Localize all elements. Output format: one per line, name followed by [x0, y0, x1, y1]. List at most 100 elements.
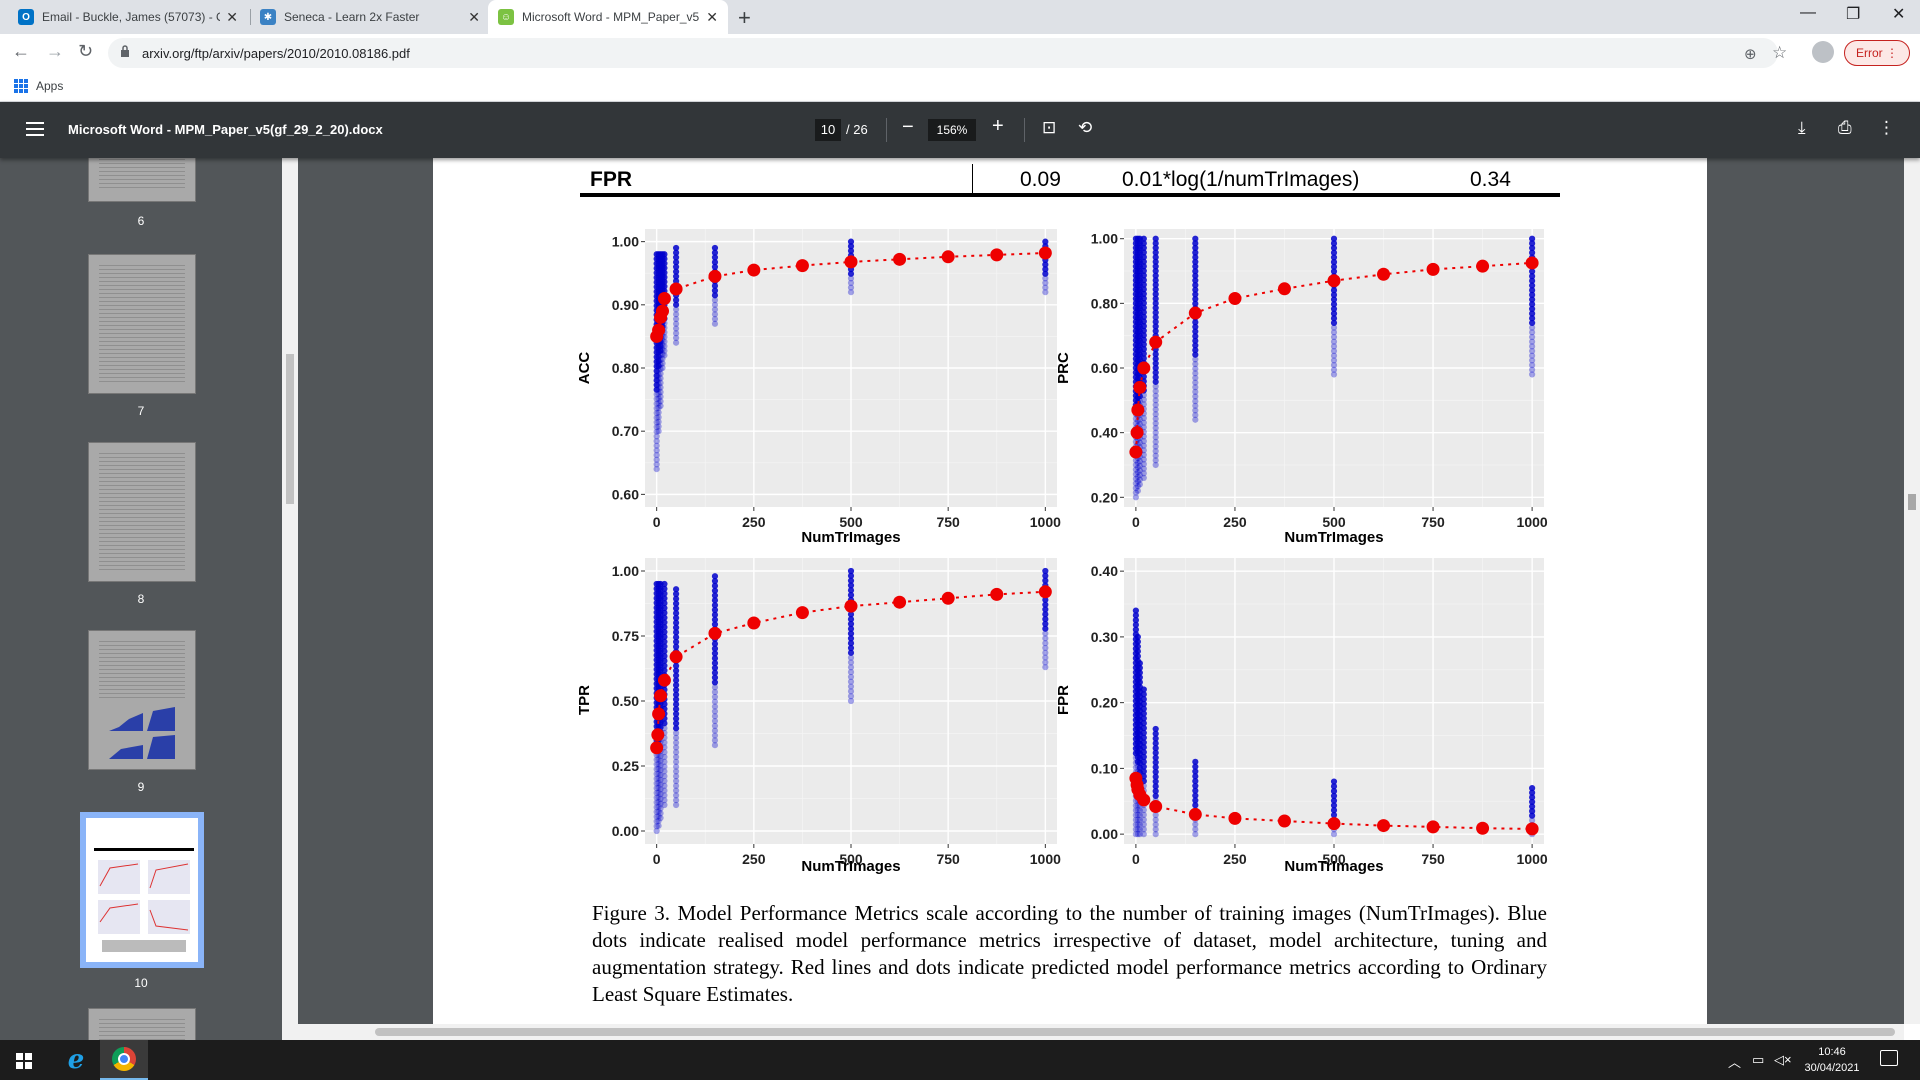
observed-point: [1152, 263, 1159, 270]
x-axis-label: NumTrImages: [801, 858, 900, 875]
observed-point: [655, 414, 662, 421]
observed-point: [1330, 811, 1338, 819]
observed-point: [672, 744, 680, 751]
document-scrollbar[interactable]: [1904, 158, 1920, 1024]
fit-point: [893, 252, 907, 266]
observed-point: [1529, 803, 1536, 810]
download-icon[interactable]: ⤓: [1798, 118, 1806, 137]
observed-point: [1330, 310, 1338, 317]
tab-email[interactable]: O Email - Buckle, James (57073) - O ✕: [8, 0, 248, 34]
observed-point: [711, 688, 719, 696]
notifications-icon[interactable]: [1880, 1050, 1898, 1066]
observed-point: [672, 334, 680, 342]
fit-point: [990, 587, 1004, 601]
observed-point: [1042, 266, 1049, 273]
observed-point: [1152, 244, 1159, 252]
network-icon[interactable]: ▭: [1752, 1052, 1765, 1067]
close-icon[interactable]: ✕: [706, 9, 718, 25]
zoom-out-button[interactable]: −: [902, 116, 914, 138]
apps-shortcut[interactable]: Apps: [14, 79, 63, 93]
internet-explorer-icon[interactable]: e: [67, 1045, 85, 1075]
back-icon[interactable]: ←: [12, 41, 30, 61]
observed-point: [1152, 383, 1159, 390]
page-number-input[interactable]: 10: [815, 119, 841, 141]
observed-point: [672, 691, 680, 698]
close-icon[interactable]: ✕: [226, 9, 238, 25]
observed-point: [657, 375, 664, 382]
observed-point: [1132, 484, 1139, 492]
page-thumbnail[interactable]: [88, 442, 196, 582]
observed-point: [1192, 398, 1199, 405]
chrome-icon[interactable]: [100, 1040, 148, 1080]
zoom-icon[interactable]: ⊕: [1744, 46, 1757, 63]
forward-icon[interactable]: →: [46, 41, 64, 61]
document-scrollbar-thumb[interactable]: [1908, 494, 1916, 510]
tab-seneca[interactable]: ✱ Seneca - Learn 2x Faster ✕: [250, 0, 490, 34]
observed-point: [1529, 319, 1536, 327]
error-button[interactable]: Error ⋮: [1844, 40, 1910, 66]
page-thumbnail[interactable]: [88, 254, 196, 394]
zoom-level-input[interactable]: 156%: [928, 119, 976, 141]
rotate-icon[interactable]: ⟲: [1078, 118, 1093, 137]
menu-icon[interactable]: [26, 122, 44, 136]
chevron-up-icon[interactable]: ︿: [1728, 1055, 1742, 1070]
restore-icon[interactable]: ❐: [1846, 6, 1861, 23]
bookmark-star-icon[interactable]: ☆: [1772, 43, 1788, 62]
page-thumbnail-selected[interactable]: [80, 812, 204, 968]
observed-point: [653, 823, 660, 830]
observed-point: [657, 370, 664, 377]
minimize-icon[interactable]: —: [1800, 4, 1816, 21]
reload-icon[interactable]: ↻: [78, 41, 94, 61]
observed-point: [711, 698, 719, 705]
volume-icon[interactable]: ◁×: [1774, 1052, 1792, 1067]
profile-avatar[interactable]: [1812, 41, 1834, 63]
observed-point: [1140, 276, 1147, 284]
observed-point: [1132, 621, 1139, 628]
observed-point: [1140, 715, 1147, 722]
observed-point: [1529, 301, 1536, 308]
observed-point: [653, 827, 660, 835]
observed-point: [672, 259, 680, 266]
windows-start-icon[interactable]: [16, 1053, 32, 1069]
observed-point: [1140, 272, 1147, 279]
observed-point: [711, 708, 719, 715]
observed-point: [1152, 424, 1159, 432]
page-thumbnail[interactable]: [88, 630, 196, 770]
observed-point: [653, 447, 660, 454]
observed-point: [653, 756, 660, 763]
sidebar-scrollbar-thumb[interactable]: [286, 354, 294, 504]
system-clock[interactable]: 10:46 30/04/2021: [1800, 1044, 1864, 1076]
seneca-icon: ✱: [260, 9, 276, 25]
observed-point: [1152, 272, 1159, 279]
new-tab-button[interactable]: +: [738, 5, 751, 30]
observed-point: [661, 648, 668, 655]
fit-page-icon[interactable]: ⊡: [1042, 118, 1057, 137]
print-icon[interactable]: ⎙: [1838, 118, 1852, 137]
observed-point: [1152, 291, 1159, 298]
observed-point: [653, 785, 660, 792]
observed-point: [1192, 328, 1199, 335]
close-icon[interactable]: ✕: [468, 9, 480, 25]
tab-pdf[interactable]: ☺ Microsoft Word - MPM_Paper_v5 ✕: [488, 0, 728, 34]
observed-point: [653, 367, 660, 375]
observed-point: [657, 398, 664, 405]
observed-point: [847, 669, 855, 676]
observed-point: [711, 664, 719, 672]
horizontal-scrollbar-thumb[interactable]: [375, 1028, 1895, 1036]
observed-point: [1042, 567, 1049, 575]
page-thumbnail[interactable]: [88, 1008, 196, 1040]
observed-point: [1140, 350, 1147, 357]
more-options-icon[interactable]: ⋮: [1878, 118, 1895, 137]
page-thumbnail[interactable]: [88, 158, 196, 202]
observed-point: [1140, 323, 1147, 330]
observed-point: [1192, 346, 1199, 354]
table-row: FPR 0.09 0.01*log(1/numTrImages) 0.34: [580, 164, 1560, 196]
close-window-icon[interactable]: ✕: [1892, 6, 1906, 23]
observed-point: [847, 270, 855, 277]
observed-point: [1140, 461, 1147, 468]
observed-point: [672, 315, 680, 323]
observed-point: [1330, 244, 1338, 252]
address-bar[interactable]: arxiv.org/ftp/arxiv/papers/2010/2010.081…: [108, 38, 1787, 68]
zoom-in-button[interactable]: +: [992, 115, 1004, 137]
observed-point: [1152, 392, 1159, 399]
